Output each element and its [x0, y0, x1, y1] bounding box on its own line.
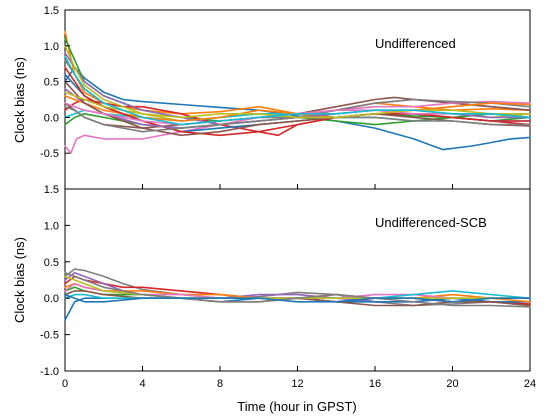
y-axis-title: Clock bias (ns)	[12, 57, 27, 143]
tick-group: 1.5 1.0 0.5 0.0 -0.5 -1.00 4 8 12 16 20 24	[40, 184, 536, 390]
y-tick-label: 1.0	[44, 41, 59, 53]
series-line-19	[64, 91, 531, 119]
y-tick-label: 0.5	[44, 257, 59, 269]
series-line-7	[64, 100, 531, 154]
series-line-12	[64, 293, 531, 303]
y-tick-label: -0.5	[40, 148, 59, 160]
series-line-2	[64, 30, 531, 115]
series-line-18	[64, 105, 531, 133]
series-line-20	[64, 55, 531, 126]
panel-title: Undifferenced-SCB	[375, 215, 487, 230]
panel-undifferenced: Undifferenced Clock bias (ns) 1.5 1.0 0.5 0…	[12, 5, 531, 190]
y-tick-label: 0.0	[44, 112, 59, 124]
series-group	[64, 30, 531, 154]
panel-title: Undifferenced	[375, 36, 456, 51]
y-tick-label: 1.5	[44, 184, 59, 196]
series-line-14	[64, 66, 531, 137]
x-tick-label: 0	[62, 378, 68, 390]
x-tick-label: 4	[139, 378, 145, 390]
y-tick-label: 0.0	[44, 293, 59, 305]
y-tick-label: 0.5	[44, 77, 59, 89]
y-tick-label: 1.5	[44, 5, 59, 17]
x-tick-label: 16	[369, 378, 381, 390]
series-line-11	[64, 271, 531, 308]
y-tick-label: 1.0	[44, 220, 59, 232]
x-tick-label: 20	[446, 378, 458, 390]
plot-frame	[64, 9, 531, 190]
series-group	[64, 268, 531, 321]
x-tick-label: 24	[524, 378, 536, 390]
series-line-16	[64, 80, 531, 137]
y-tick-label: -0.5	[40, 330, 59, 342]
tick-group: 1.5 1.0 0.5 0.0 -0.5	[40, 5, 531, 189]
x-tick-label: 8	[217, 378, 223, 390]
panel-undifferenced-scb: Undifferenced-SCB Clock bias (ns) Time (…	[12, 184, 536, 414]
y-tick-label: -1.0	[40, 366, 59, 378]
series-line-12	[64, 95, 531, 122]
x-axis-title: Time (hour in GPST)	[237, 399, 356, 414]
y-axis-title: Clock bias (ns)	[12, 237, 27, 323]
x-tick-label: 12	[291, 378, 303, 390]
